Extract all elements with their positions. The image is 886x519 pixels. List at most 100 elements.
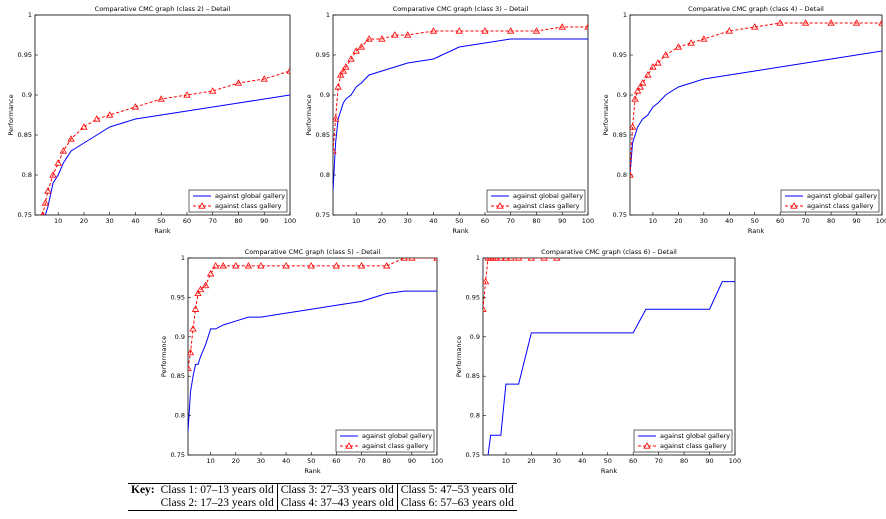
chart: Comparative CMC graph (class 4) – Detail… [602,5,886,235]
x-tick-label: 50 [751,217,759,225]
point-marker [183,91,191,98]
y-tick-label: 0.85 [316,131,330,139]
key-label: Key: [131,484,155,496]
y-tick-label: 0.75 [613,211,627,219]
x-axis-label: Rank [748,227,764,235]
point-marker [630,123,637,130]
legend-marker [643,442,651,449]
y-tick-label: 1 [181,254,185,262]
x-tick-label: 20 [232,457,240,465]
y-tick-label: 0.8 [175,412,185,420]
point-marker [633,87,642,94]
y-tick-label: 0.95 [613,51,627,59]
chart: Comparative CMC graph (class 2) – Detail… [7,5,296,241]
point-marker [455,27,463,34]
y-tick-label: 0.75 [171,451,185,459]
legend-label: against class gallery [513,202,580,210]
y-tick-label: 0.8 [320,171,330,179]
legend-box [335,429,435,453]
x-tick-label: 10 [54,217,62,225]
y-tick-label: 0.9 [470,333,480,341]
plot-area [188,258,437,432]
series-line [487,281,735,455]
point-marker [801,19,810,26]
legend-label: against class gallery [362,442,429,450]
plot-area [32,67,290,241]
legend-label: against global gallery [215,192,285,200]
point-marker [852,19,861,26]
point-marker [232,262,240,269]
point-marker [514,258,523,261]
x-tick-label: 60 [481,217,489,225]
series-line [630,22,882,176]
point-marker [404,31,412,38]
plot-frame [187,257,438,456]
legend-label: against global gallery [513,192,583,200]
point-marker [357,262,366,269]
x-axis-label: Rank [154,227,170,235]
key-cell: Class 5: 47–53 years old [396,483,517,497]
point-marker [725,27,733,34]
point-marker [558,23,566,30]
y-axis-label: Performance [305,94,313,135]
chart-title: Comparative CMC graph (class 4) – Detail [688,5,824,13]
point-marker [257,262,265,269]
point-marker [44,187,52,194]
y-tick-label: 1 [476,254,480,262]
y-axis-label: Performance [602,94,610,135]
point-marker [878,19,882,26]
point-marker [391,31,399,38]
legend-label: against class gallery [660,442,727,450]
chart: Comparative CMC graph (class 5) – Detail… [160,248,443,475]
point-marker [776,19,784,26]
x-tick-label: 90 [705,457,713,465]
point-marker [194,289,202,297]
point-marker [93,115,101,122]
x-axis-label: Rank [452,227,468,235]
y-tick-label: 0.9 [175,333,185,341]
point-marker [106,111,114,118]
x-tick-label: 20 [80,217,88,225]
key-cell: Class 4: 37–43 years old [276,497,398,511]
x-tick-label: 100 [284,217,296,225]
point-marker [497,258,505,261]
point-marker [32,236,38,241]
point-marker [342,63,350,70]
point-marker [630,171,634,178]
x-tick-label: 40 [578,457,586,465]
x-tick-label: 50 [455,217,463,225]
x-tick-label: 100 [729,457,741,465]
point-marker [631,95,639,102]
point-marker [827,19,835,26]
x-tick-label: 70 [507,217,515,225]
x-tick-label: 20 [527,457,535,465]
point-marker [357,43,366,50]
point-marker [37,220,43,225]
point-marker [206,269,215,277]
point-marker [352,47,360,54]
point-marker [639,79,647,86]
point-marker [532,27,541,34]
x-tick-label: 10 [649,217,657,225]
point-marker [661,51,670,58]
y-tick-label: 1 [623,11,627,19]
x-tick-label: 30 [553,457,561,465]
x-tick-label: 10 [352,217,360,225]
point-marker [157,95,165,102]
point-marker [408,258,416,261]
point-marker [334,83,342,90]
figure: Comparative CMC graph (class 2) – Detail… [7,5,886,475]
point-marker [191,305,200,312]
x-tick-label: 20 [378,217,386,225]
plot-frame [482,257,736,456]
point-marker [378,35,386,42]
legend-box [633,429,733,453]
y-tick-label: 0.9 [617,91,627,99]
x-tick-label: 60 [776,217,784,225]
point-marker [244,262,253,269]
y-tick-label: 0.8 [470,412,480,420]
plot-area [333,23,588,192]
chart: Comparative CMC graph (class 6) – Detail… [455,248,741,475]
legend-box [780,189,880,213]
point-marker [80,123,88,130]
